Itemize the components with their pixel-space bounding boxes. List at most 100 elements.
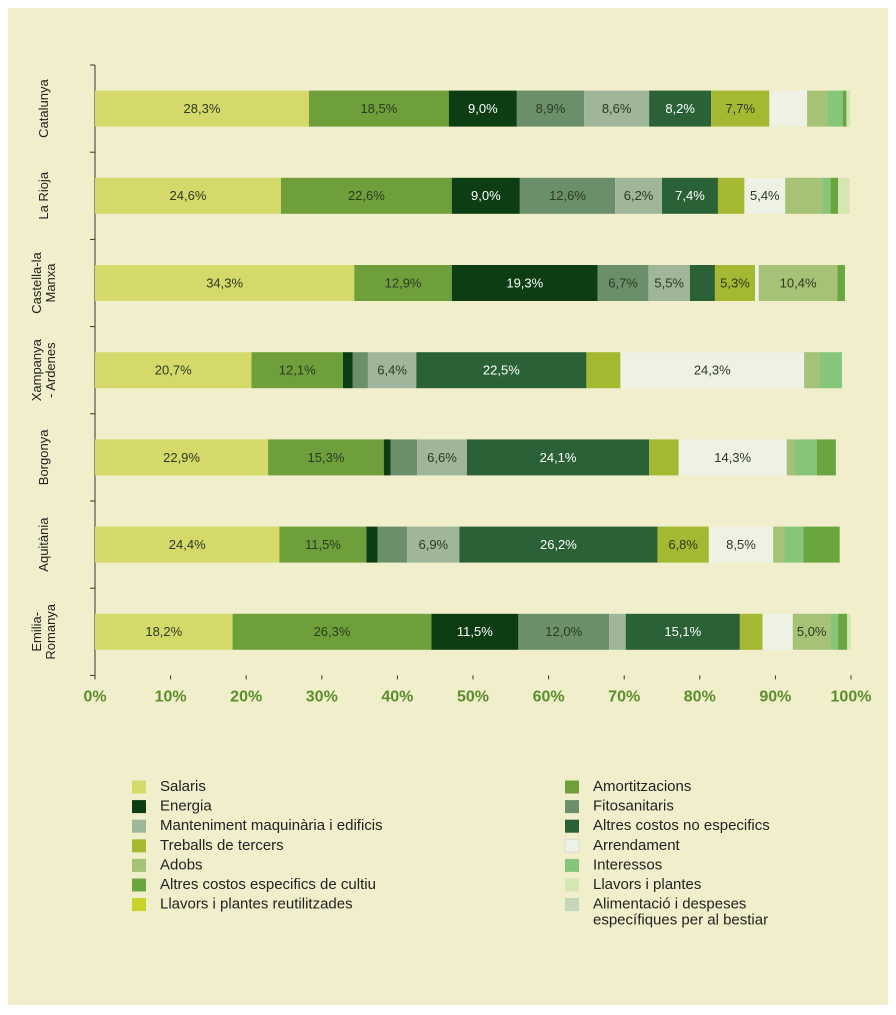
value-label: 7,7%: [725, 101, 755, 116]
value-label: 26,3%: [314, 624, 351, 639]
value-label: 8,5%: [726, 537, 756, 552]
bar-segment: [417, 439, 467, 476]
bar-segment: [838, 177, 850, 214]
bar-segment: [308, 90, 449, 127]
category-label: Emilia-Romanya: [29, 603, 58, 659]
category-label: Aquitània: [36, 517, 51, 572]
bar-segment: [758, 265, 838, 301]
bar-segment: [377, 526, 408, 563]
bar-segment: [648, 265, 690, 301]
category-label: La Rioja: [36, 171, 51, 219]
value-label: 12,9%: [385, 275, 422, 290]
legend-label: Llavors i plantes: [593, 876, 701, 893]
bar-segment: [708, 526, 774, 563]
value-label: 6,8%: [668, 537, 698, 552]
value-label: 10,4%: [780, 275, 817, 290]
legend-swatch: [565, 898, 579, 912]
x-tick-label: 10%: [155, 689, 187, 706]
bar-segment: [678, 439, 787, 476]
bar-segment: [431, 613, 519, 650]
bar-segment: [830, 613, 839, 650]
legend-swatch: [565, 878, 579, 892]
value-label: 20,7%: [155, 363, 192, 378]
value-label: 12,6%: [549, 188, 586, 203]
bar-segment: [279, 526, 367, 563]
bar-segment: [842, 90, 847, 127]
x-tick-label: 100%: [831, 689, 872, 706]
bar-segment: [762, 613, 793, 650]
x-tick-label: 30%: [306, 689, 338, 706]
value-label: 11,5%: [305, 537, 341, 552]
bar-segment: [744, 177, 786, 214]
value-label: 5,4%: [750, 188, 780, 203]
bar-segment: [95, 439, 269, 476]
panel: [8, 8, 888, 1005]
bar-segment: [95, 177, 281, 214]
bar-segment: [807, 90, 828, 127]
bar-segment: [516, 90, 585, 127]
legend-swatch: [132, 898, 146, 912]
value-label: 22,6%: [348, 188, 385, 203]
bar-segment: [649, 90, 712, 127]
bar-segment: [785, 177, 824, 214]
value-label: 24,4%: [169, 537, 206, 552]
category-label: Xampanya- Ardenes: [29, 338, 58, 401]
legend-swatch: [132, 839, 146, 853]
bar-segment: [342, 352, 353, 389]
legend-label: Llavors i plantes reutilitzades: [160, 896, 353, 913]
x-tick-label: 20%: [230, 689, 262, 706]
category-label: Castella-laManxa: [29, 252, 58, 314]
bar-segment: [784, 526, 804, 563]
bar-segment: [823, 177, 831, 214]
x-tick-label: 40%: [381, 689, 413, 706]
x-tick-label: 60%: [533, 689, 565, 706]
bar-segment: [383, 439, 391, 476]
legend-swatch: [132, 819, 146, 833]
bar-segment: [838, 613, 848, 650]
bar-segment: [390, 439, 418, 476]
value-label: 8,9%: [536, 101, 566, 116]
value-label: 15,3%: [308, 450, 345, 465]
bar-segment: [584, 90, 650, 127]
legend-swatch: [132, 800, 146, 814]
value-label: 34,3%: [206, 275, 243, 290]
bar-segment: [95, 352, 252, 389]
bar-segment: [804, 352, 820, 389]
bar-segment: [689, 265, 715, 301]
bar-segment: [739, 613, 763, 650]
legend-label: Amortitzacions: [593, 778, 691, 795]
bar-segment: [769, 90, 808, 127]
value-label: 5,5%: [654, 275, 684, 290]
bar-segment: [620, 352, 805, 389]
legend-swatch: [565, 858, 579, 872]
value-label: 5,3%: [720, 275, 750, 290]
legend-label: Interessos: [593, 856, 662, 873]
legend-swatch: [565, 800, 579, 814]
value-label: 24,3%: [694, 363, 731, 378]
legend-swatch: [132, 858, 146, 872]
x-tick-label: 50%: [457, 689, 489, 706]
bar-segment: [251, 352, 343, 389]
bar-segment: [803, 526, 840, 563]
bar-segment: [352, 352, 368, 389]
bar-segment: [649, 439, 679, 476]
bar-segment: [819, 352, 842, 389]
bar-segment: [711, 90, 770, 127]
value-label: 15,1%: [664, 624, 701, 639]
value-label: 28,3%: [184, 101, 221, 116]
bar-segment: [95, 265, 355, 301]
bar-segment: [95, 526, 280, 563]
bar-segment: [280, 177, 452, 214]
value-label: 12,0%: [545, 624, 582, 639]
value-label: 8,6%: [602, 101, 632, 116]
bar-segment: [714, 265, 755, 301]
bar-segment: [451, 265, 598, 301]
value-label: 19,3%: [506, 275, 543, 290]
bar-segment: [366, 526, 378, 563]
bar-segment: [754, 265, 759, 301]
x-tick-label: 90%: [759, 689, 791, 706]
bar-segment: [448, 90, 517, 127]
legend-label: Salaris: [160, 778, 206, 795]
bar-segment: [597, 265, 649, 301]
